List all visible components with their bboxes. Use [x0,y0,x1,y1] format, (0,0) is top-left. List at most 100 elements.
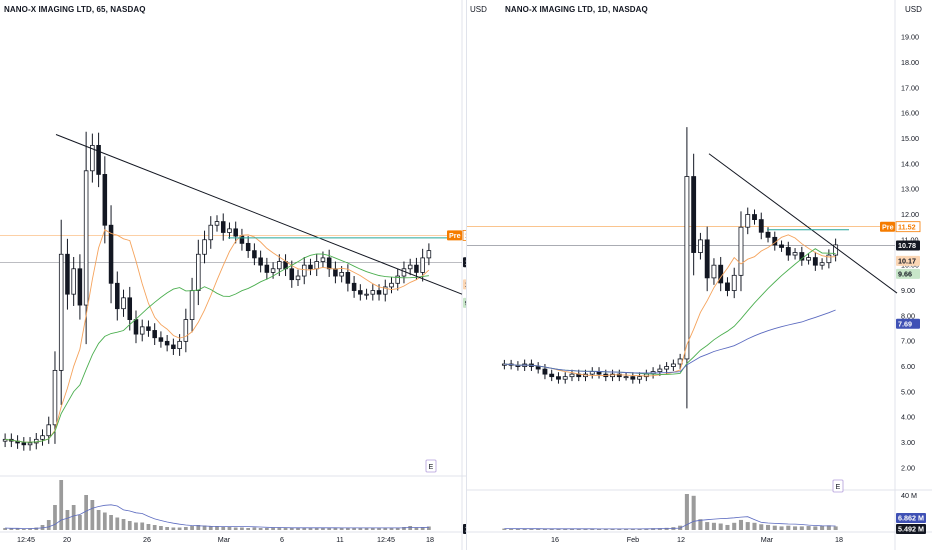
volume-bar [202,525,207,530]
candle-body [115,282,120,310]
y-tick-label: 7.00 [901,337,915,346]
candle-body [314,261,319,270]
volume-bar [563,528,568,530]
candle-body [295,275,301,281]
chart-canvas-1d[interactable]: 2.003.004.005.006.007.008.009.0010.0011.… [467,0,932,550]
volume-bar [196,525,201,530]
candle-body [799,252,805,261]
candle-body [738,226,744,276]
pre-price-tag-bg [895,221,921,233]
x-tick-label: 12:45 [377,535,395,544]
candle-body [102,174,108,226]
candle-body [364,293,369,296]
currency-label[interactable]: USD [470,5,487,14]
volume-bar [389,527,394,530]
candle-body [657,368,663,373]
volume-bar [509,528,514,530]
candle-body [414,264,419,273]
volume-bar [208,526,213,530]
candle-body [239,235,245,244]
ma-orange-line [504,234,836,377]
ma-green-price-tag: 9.66 [465,298,466,307]
pre-price-tag: 11.52 [465,231,466,240]
volume-tag: 1.279 M [465,525,466,534]
volume-bar [364,528,369,530]
candle-body [264,264,270,273]
candle-body [792,252,798,256]
y-tick-label: 13.00 [901,185,919,194]
volume-bar [826,525,831,530]
candle-body [407,264,413,270]
volume-bar [321,528,325,530]
volume-bar [806,526,811,530]
candle-body [684,176,690,360]
volume-bar [177,527,182,530]
y-tick-label: 11.00 [901,235,918,244]
y-tick-label: 14.00 [901,159,919,168]
pre-pill-bg [880,221,895,232]
volume-bar [718,523,723,530]
candle-body [139,326,145,335]
x-tick-label: 16 [551,535,559,544]
ma-green-price-tag-bg [896,268,920,279]
ma-green-price-tag: 9.66 [898,269,912,278]
chart-pane-65m[interactable]: 5.006.007.008.009.0010.0011.0012.0013.00… [0,0,487,550]
candle-body [549,373,555,378]
candle-body [90,144,95,172]
volume-bar [542,528,547,530]
candle-body [40,435,45,440]
candle-body [569,373,575,378]
candle-body [370,290,376,295]
candle-body [752,214,757,221]
volume-bar [165,527,170,530]
volume-bar [383,527,388,530]
volume-bar [529,528,534,530]
candle-body [127,297,133,320]
volume-bar [246,528,251,530]
x-tick-label: 18 [835,535,843,544]
ma-green-line [5,253,429,443]
volume-bar [502,528,507,530]
volume-tag-bg [896,524,926,534]
candle-body [65,253,70,295]
volume-bar [745,522,750,530]
volume-bar [296,527,300,530]
candle-body [779,244,784,248]
currency-label[interactable]: USD [905,5,922,14]
ma-green-line [504,248,836,375]
volume-bar [71,505,76,530]
volume-bar [258,528,263,530]
x-tick-label: 12 [677,535,685,544]
candle-body [401,268,407,277]
candle-body [704,239,710,279]
volume-bar [59,480,64,530]
volume-bar [732,522,737,530]
x-tick-label: 11 [336,535,343,544]
candle-body [34,438,39,444]
candle-body [711,264,717,279]
candle-body [27,442,33,446]
volume-bar [358,527,363,530]
candle-body [389,282,394,288]
volume-bar [684,494,689,530]
volume-bar [183,527,188,530]
candle-body [535,366,541,370]
volume-bar [215,526,219,530]
volume-bar [46,520,51,530]
candle-body [812,257,818,266]
volume-bar [140,522,145,530]
volume-ma-tag-bg [896,513,926,523]
earnings-marker-icon [832,479,844,493]
earnings-marker-letter: E [836,482,841,491]
volume-ma-line [5,504,429,529]
volume-bar [308,528,313,530]
volume-axis-label: 40 M [901,491,917,500]
volume-ma-tag: 6.862 M [898,514,924,523]
candle-body [52,369,58,426]
volume-bar [786,525,791,530]
ma-blue-price-tag-bg [896,318,920,329]
pre-pill-label: Pre [449,231,461,240]
chart-pane-1d[interactable]: 2.003.004.005.006.007.008.009.0010.0011.… [466,0,932,550]
chart-canvas-65m[interactable]: 5.006.007.008.009.0010.0011.0012.0013.00… [0,0,466,550]
volume-ma-line [504,516,836,530]
